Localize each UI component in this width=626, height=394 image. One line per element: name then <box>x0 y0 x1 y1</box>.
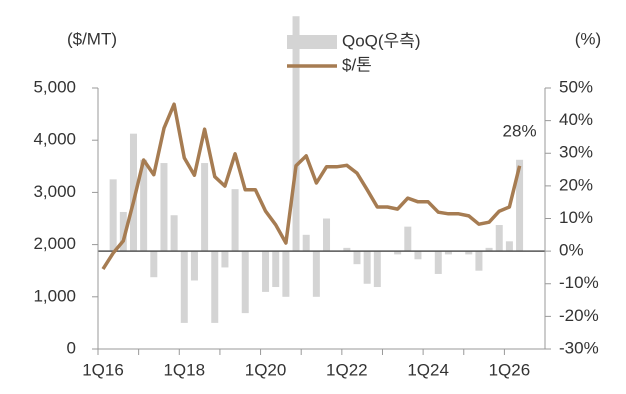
x-tick-label: 1Q16 <box>82 360 124 379</box>
bar <box>394 251 402 255</box>
line <box>101 102 522 271</box>
bar <box>201 163 209 252</box>
bar <box>434 251 442 274</box>
bar <box>495 225 503 252</box>
bar <box>140 159 148 252</box>
bar <box>221 251 229 268</box>
bar <box>414 251 422 260</box>
y2-tick-label: -30% <box>559 338 599 357</box>
bar <box>323 218 331 252</box>
bar <box>302 234 310 252</box>
overlay: 0 1,000 2,000 3,000 4,000 5,000 -30% -20% -10% 0%… <box>33 31 598 379</box>
bar <box>516 159 524 252</box>
y2-tick-label: -20% <box>559 306 599 325</box>
y2-axis-label: (%) <box>575 29 601 48</box>
bar <box>211 251 219 323</box>
y-tick-label: 5,000 <box>33 77 76 96</box>
bar <box>272 251 280 288</box>
bar <box>190 251 198 281</box>
bar <box>485 247 493 252</box>
x-tick-label: 1Q18 <box>163 360 205 379</box>
bar <box>170 215 178 252</box>
bar <box>312 251 320 297</box>
y-axis-label: ($/MT) <box>67 29 117 48</box>
legend-swatch <box>287 35 337 49</box>
y2-tick-label: 50% <box>559 77 593 96</box>
x-tick-label: 1Q26 <box>489 360 531 379</box>
bar <box>475 251 483 271</box>
bar <box>160 163 168 252</box>
legend-label: QoQ(우측) <box>342 31 421 50</box>
bar <box>231 189 239 252</box>
y-tick-label: 3,000 <box>33 182 76 201</box>
y2-tick-label: -10% <box>559 273 599 292</box>
x-tick-label: 1Q24 <box>407 360 449 379</box>
bars <box>109 16 524 323</box>
y2-tick-label: 10% <box>559 208 593 227</box>
bar <box>404 226 412 252</box>
y2-tick-label: 20% <box>559 175 593 194</box>
y2-tick-label: 30% <box>559 143 593 162</box>
annotation: 28% <box>503 121 537 140</box>
y-tick-label: 4,000 <box>33 130 76 149</box>
bar <box>343 247 351 252</box>
bar <box>262 251 270 292</box>
bar <box>292 16 300 252</box>
y-tick-label: 0 <box>67 338 76 357</box>
bar <box>505 241 513 252</box>
y2-tick-label: 0% <box>559 241 584 260</box>
bar <box>150 251 158 278</box>
bar <box>180 251 188 323</box>
y-tick-label: 2,000 <box>33 234 76 253</box>
bar <box>241 251 249 314</box>
bar <box>373 251 381 288</box>
bar <box>282 251 290 297</box>
x-tick-label: 1Q22 <box>326 360 368 379</box>
x-tick-label: 1Q20 <box>245 360 287 379</box>
bar <box>119 211 127 252</box>
bar <box>465 251 473 255</box>
bar <box>129 133 137 252</box>
bar <box>353 251 361 265</box>
bar <box>109 179 117 252</box>
bar <box>444 251 452 255</box>
y-tick-label: 1,000 <box>33 286 76 305</box>
bar <box>363 251 371 284</box>
legend-label: $/톤 <box>342 55 372 74</box>
y2-tick-label: 40% <box>559 110 593 129</box>
